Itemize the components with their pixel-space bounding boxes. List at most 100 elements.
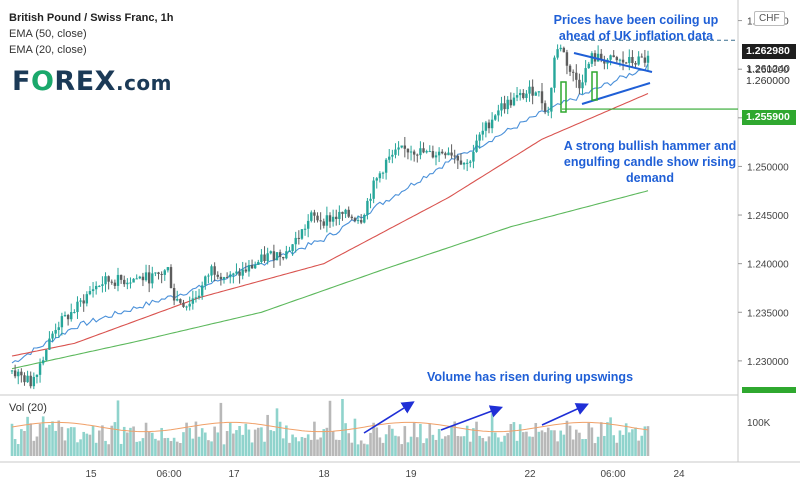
volume-bar — [241, 434, 245, 456]
candle-body — [119, 274, 123, 280]
candle-body — [556, 49, 559, 58]
volume-bar — [450, 425, 453, 456]
candle-body — [462, 162, 466, 165]
volume-bar — [132, 426, 135, 456]
x-tick-label: 22 — [524, 469, 536, 480]
candle-body — [63, 315, 67, 317]
candle-body — [394, 149, 397, 155]
candle-body — [235, 271, 238, 274]
candle-body — [615, 57, 619, 61]
volume-bar — [60, 426, 64, 456]
candle-body — [45, 349, 48, 361]
volume-bar — [285, 425, 288, 456]
candle-body — [306, 220, 310, 229]
volume-bar — [13, 439, 17, 456]
volume-bar — [107, 444, 110, 456]
candle-body — [578, 79, 581, 89]
volume-bar — [213, 426, 216, 456]
engulfing-candle-highlight — [591, 71, 598, 101]
y-tick-label: 1.250000 — [747, 162, 789, 173]
volume-bar — [216, 432, 220, 456]
candle-body — [200, 285, 204, 296]
volume-bar — [303, 437, 307, 456]
volume-bar — [500, 441, 503, 456]
volume-bar — [194, 421, 198, 456]
candle-body — [369, 198, 372, 201]
price-tag-bottom: 1.227710 — [742, 387, 796, 393]
volume-bar — [587, 422, 591, 456]
volume-bar — [506, 433, 510, 456]
volume-bar — [375, 427, 379, 456]
logo-o-icon: O — [30, 66, 55, 97]
volume-bar — [465, 425, 469, 456]
candle-body — [328, 215, 332, 222]
volume-bar — [150, 432, 154, 456]
volume-bar — [568, 425, 572, 456]
volume-bar — [559, 430, 563, 456]
volume-bar — [618, 430, 622, 456]
candle-body — [497, 110, 500, 116]
volume-bar — [422, 443, 425, 456]
candle-body — [204, 276, 207, 286]
volume-bar — [596, 436, 600, 456]
volume-bar — [260, 427, 263, 456]
volume-bar — [91, 425, 95, 456]
candle-body — [331, 216, 335, 222]
volume-bar — [440, 438, 444, 456]
candle-body — [60, 316, 64, 328]
volume-bar — [157, 440, 160, 456]
volume-bar — [565, 420, 569, 456]
volume-bar — [235, 430, 238, 456]
candle-body — [500, 103, 503, 111]
candle-body — [397, 147, 400, 150]
candle-body — [160, 273, 163, 275]
volume-bar — [515, 440, 519, 456]
currency-badge[interactable]: CHF — [754, 11, 785, 26]
candle-body — [350, 216, 354, 219]
candle-body — [335, 216, 338, 220]
volume-bar — [97, 430, 101, 456]
candle-body — [634, 63, 637, 65]
candle-body — [550, 87, 553, 112]
volume-axis-label: 100K — [747, 418, 771, 429]
candle-body — [509, 99, 513, 106]
candle-body — [57, 327, 60, 330]
candle-body — [406, 148, 410, 153]
candle-body — [176, 299, 179, 301]
volume-bar — [512, 422, 516, 456]
candle-body — [316, 215, 319, 221]
candle-body — [359, 220, 363, 223]
candle-body — [300, 229, 304, 239]
volume-bar — [475, 421, 478, 456]
candle-body — [182, 302, 185, 307]
candle-body — [469, 161, 472, 163]
volume-upswing-arrow-3 — [541, 403, 589, 426]
x-tick-label: 19 — [405, 469, 417, 480]
volume-bar — [122, 426, 126, 456]
candle-body — [353, 218, 357, 221]
volume-bar — [362, 443, 366, 456]
volume-bar — [185, 422, 188, 456]
candle-body — [475, 140, 478, 152]
triangle-upper-line — [573, 52, 653, 73]
candle-body — [238, 271, 241, 276]
candle-body — [525, 93, 528, 98]
volume-bar — [228, 422, 232, 456]
y-tick-label: 1.240000 — [747, 260, 789, 271]
volume-bar — [366, 444, 369, 456]
volume-bar — [135, 441, 139, 456]
annotation-coiling: Prices have been coiling up ahead of UK … — [548, 12, 724, 44]
volume-bar — [225, 431, 229, 456]
volume-bar — [338, 439, 341, 456]
ema-line-2 — [11, 92, 649, 357]
volume-bar — [631, 429, 634, 456]
candle-body — [322, 221, 325, 226]
candle-body — [241, 269, 244, 276]
y-tick-label: 1.245000 — [747, 211, 789, 222]
volume-bar — [540, 430, 544, 456]
candle-body — [151, 273, 154, 284]
logo-f: F — [12, 66, 31, 97]
candle-body — [219, 276, 223, 280]
candle-body — [216, 274, 219, 277]
